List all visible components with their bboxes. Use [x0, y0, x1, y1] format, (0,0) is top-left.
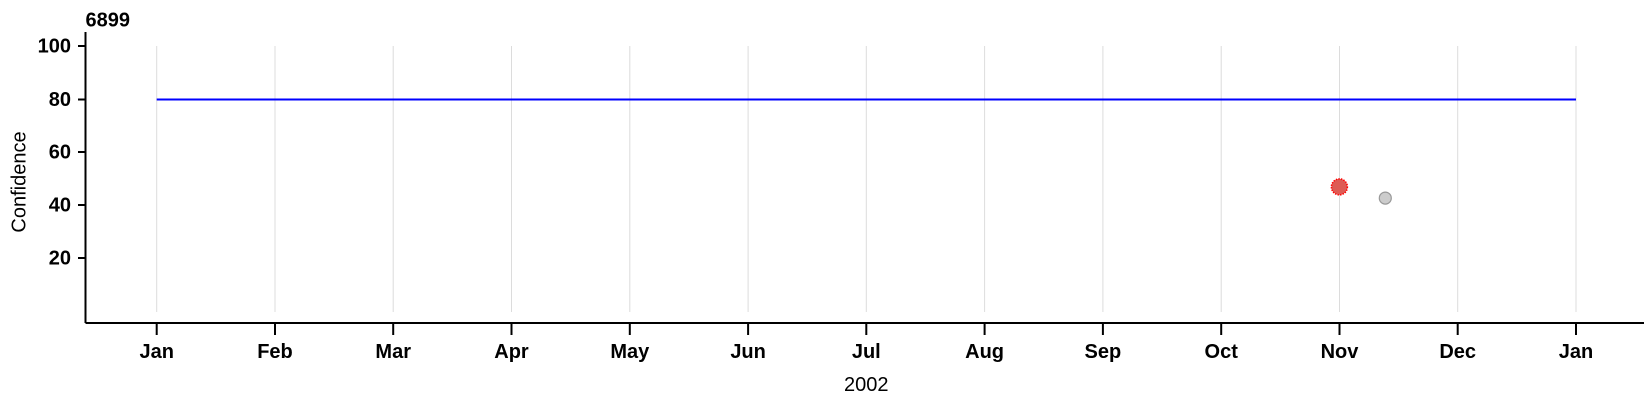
svg-text:May: May [610, 341, 650, 363]
svg-text:100: 100 [38, 36, 71, 58]
svg-text:Jan: Jan [1559, 341, 1593, 363]
svg-text:Aug: Aug [965, 341, 1004, 363]
svg-text:Sep: Sep [1085, 341, 1122, 363]
svg-text:Feb: Feb [257, 341, 293, 363]
svg-text:Oct: Oct [1205, 341, 1239, 363]
svg-text:Confidence: Confidence [8, 131, 30, 232]
svg-text:Dec: Dec [1439, 341, 1476, 363]
svg-text:Jan: Jan [139, 341, 173, 363]
svg-text:20: 20 [49, 248, 71, 270]
svg-text:40: 40 [49, 195, 71, 217]
svg-text:80: 80 [49, 89, 71, 111]
svg-text:2002: 2002 [844, 374, 889, 396]
svg-text:Apr: Apr [494, 341, 529, 363]
svg-text:6899: 6899 [86, 10, 131, 32]
svg-text:Jun: Jun [730, 341, 766, 363]
svg-text:Mar: Mar [375, 341, 411, 363]
svg-text:60: 60 [49, 142, 71, 164]
svg-text:Jul: Jul [852, 341, 881, 363]
svg-text:Nov: Nov [1321, 341, 1360, 363]
